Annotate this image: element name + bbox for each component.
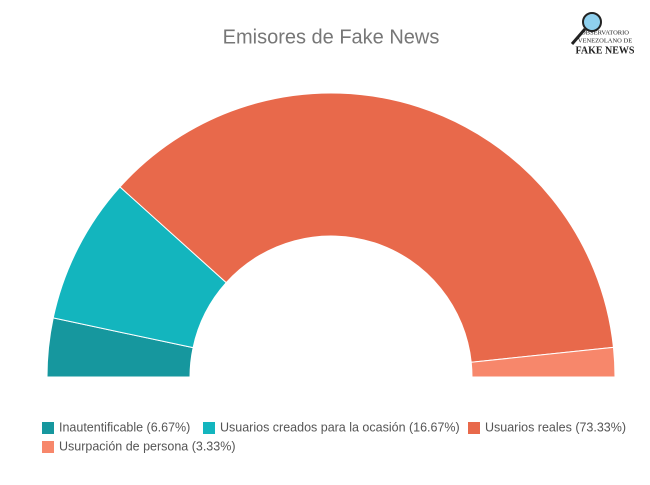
legend-label: Inautentificable (6.67%) xyxy=(59,420,190,434)
legend-swatch xyxy=(203,422,215,434)
logo-text: OBSERVATORIO xyxy=(581,29,629,36)
legend-swatch xyxy=(42,422,54,434)
legend-swatch xyxy=(468,422,480,434)
slice xyxy=(470,346,616,378)
logo-icon xyxy=(582,12,602,32)
slice xyxy=(119,92,614,363)
logo-icon xyxy=(570,28,587,45)
legend-swatch xyxy=(42,441,54,453)
legend-label: Usuarios creados para la ocasión (16.67%… xyxy=(220,420,460,434)
logo-text: VENEZOLANO DE xyxy=(578,37,632,44)
chart-title: Emisores de Fake News xyxy=(223,26,440,48)
legend-label: Usurpación de persona (3.33%) xyxy=(59,439,236,453)
legend-label: Usuarios reales (73.33%) xyxy=(485,420,626,434)
logo-text: FAKE NEWS xyxy=(576,45,635,56)
logo: OBSERVATORIO VENEZOLANO DE FAKE NEWS xyxy=(570,12,635,56)
